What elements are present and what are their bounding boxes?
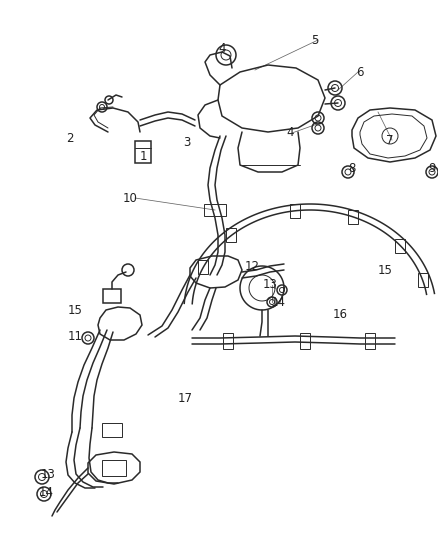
Text: 16: 16 [332,309,347,321]
Bar [198,260,208,274]
Bar [102,423,122,437]
Text: 1: 1 [139,150,147,164]
Text: 9: 9 [428,161,436,174]
Text: 14: 14 [39,486,53,498]
Text: 6: 6 [356,66,364,78]
Text: 3: 3 [184,136,191,149]
Bar [223,333,233,349]
Bar [226,229,237,243]
Text: 2: 2 [66,132,74,144]
Bar [102,460,126,476]
Bar [365,333,375,349]
Bar [418,273,428,287]
Bar [135,141,151,163]
Bar [348,210,358,224]
Bar [395,239,405,253]
Text: 14: 14 [271,296,286,310]
Bar [300,333,310,349]
Text: 4: 4 [286,126,294,140]
Text: 13: 13 [41,467,56,481]
Text: 10: 10 [123,191,138,205]
Text: 7: 7 [386,133,394,147]
Text: 12: 12 [244,261,259,273]
Text: 8: 8 [348,161,356,174]
Text: 13: 13 [262,279,277,292]
Bar [290,204,300,218]
Text: 15: 15 [67,303,82,317]
Text: 5: 5 [311,34,319,46]
Bar [103,289,121,303]
Text: 17: 17 [177,392,192,405]
Text: 11: 11 [67,330,82,343]
Bar [204,204,226,216]
Text: 15: 15 [378,263,392,277]
Text: 4: 4 [218,42,226,54]
